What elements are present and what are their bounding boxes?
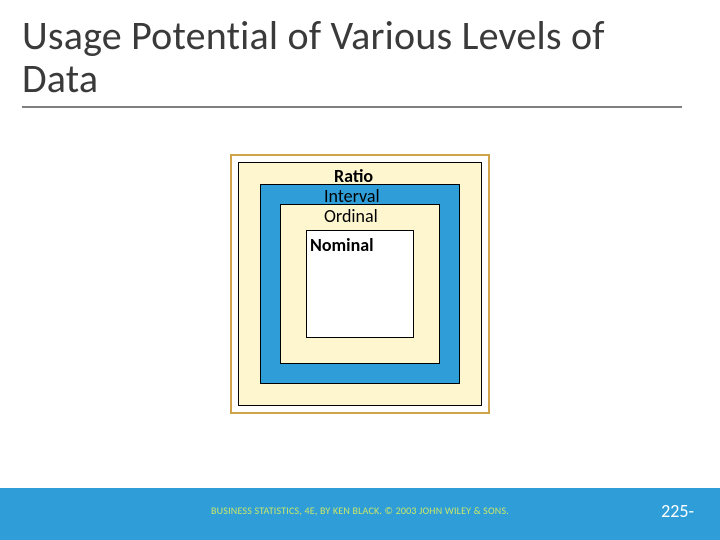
nested-levels-diagram: Ratio Interval Ordinal Nominal	[230, 154, 490, 414]
level-label-ordinal: Ordinal	[324, 207, 378, 225]
slide: Usage Potential of Various Levels of Dat…	[0, 0, 720, 540]
footer-bar: BUSINESS STATISTICS, 4E, BY KEN BLACK. ©…	[0, 488, 720, 540]
level-label-ratio: Ratio	[334, 167, 373, 185]
level-label-interval: Interval	[324, 187, 380, 205]
page-title: Usage Potential of Various Levels of Dat…	[22, 14, 680, 100]
title-underline	[22, 106, 682, 108]
page-number: 225-	[661, 500, 694, 522]
title-block: Usage Potential of Various Levels of Dat…	[22, 14, 680, 108]
level-label-nominal: Nominal	[310, 236, 374, 254]
copyright-text: BUSINESS STATISTICS, 4E, BY KEN BLACK. ©…	[0, 504, 720, 517]
